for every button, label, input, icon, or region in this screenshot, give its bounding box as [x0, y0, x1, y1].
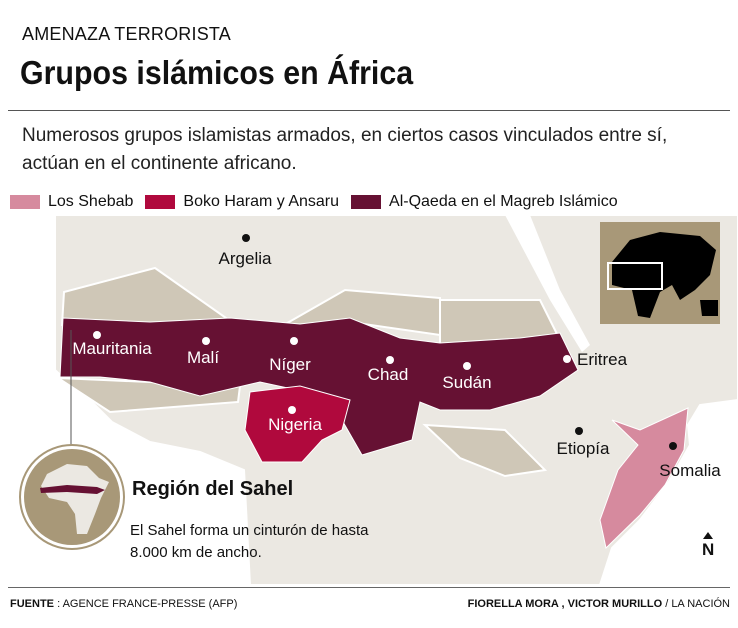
legend-item-boko-haram: Boko Haram y Ansaru: [145, 193, 339, 211]
kicker: AMENAZA TERRORISTA: [22, 24, 231, 44]
label-mauritania: Mauritania: [72, 339, 152, 358]
divider: [8, 110, 730, 111]
legend-label: Los Shebab: [48, 193, 134, 210]
region-boko-haram-nigeria: [244, 385, 351, 463]
authors: FIORELLA MORA , VICTOR MURILLO: [467, 598, 663, 610]
legend-item-aqim: Al-Qaeda en el Magreb Islámico: [351, 193, 618, 211]
red-sea: [505, 215, 590, 352]
legend-swatch: [145, 195, 176, 209]
page-title: Grupos islámicos en África: [20, 54, 414, 91]
city-dot: [288, 406, 296, 414]
outlet: / LA NACIÓN: [665, 598, 730, 610]
place-markers: Argelia Mauritania Malí Níger Chad Sudán…: [72, 234, 721, 480]
label-niger: Níger: [269, 355, 311, 374]
sahel-description: El Sahel forma un cinturón de hasta 8.00…: [130, 522, 369, 561]
city-dot: [386, 356, 394, 364]
source-label: FUENTE: [10, 598, 54, 610]
legend-label: Al-Qaeda en el Magreb Islámico: [389, 193, 618, 210]
region-shebab-somalia: [599, 407, 689, 549]
legend-swatch: [10, 195, 40, 209]
label-sudan: Sudán: [442, 373, 491, 392]
city-dot: [290, 337, 298, 345]
divider: [8, 587, 730, 588]
city-dot: [242, 234, 250, 242]
sahel-title: Región del Sahel: [132, 478, 294, 500]
region-aqim: [59, 317, 579, 456]
legend: Los Shebab Boko Haram y Ansaru Al-Qaeda …: [10, 193, 618, 211]
locator-inset: [600, 222, 720, 324]
label-mali: Malí: [187, 348, 219, 367]
arrow-up-icon: [703, 532, 714, 539]
footer-credits: FIORELLA MORA , VICTOR MURILLO / LA NACI…: [468, 598, 730, 610]
legend-label: Boko Haram y Ansaru: [183, 193, 340, 210]
city-dot: [93, 331, 101, 339]
world-landmass: [612, 232, 718, 318]
label-nigeria: Nigeria: [268, 415, 322, 434]
sahel-belt: [40, 485, 105, 494]
legend-swatch: [351, 195, 382, 209]
sahel-locator-circle: [19, 444, 125, 550]
city-dot: [202, 337, 210, 345]
label-somalia: Somalia: [659, 461, 721, 480]
label-argelia: Argelia: [219, 249, 272, 268]
label-eritrea: Eritrea: [577, 350, 628, 369]
country-south-sudan: [422, 423, 548, 478]
city-dot: [463, 362, 471, 370]
label-chad: Chad: [368, 365, 409, 384]
north-label: N: [702, 540, 715, 559]
north-arrow: N: [702, 532, 714, 560]
africa-silhouette: [41, 464, 109, 534]
subtitle: Numerosos grupos islamistas armados, en …: [22, 125, 668, 174]
legend-item-shebab: Los Shebab: [10, 193, 133, 211]
city-dot: [669, 442, 677, 450]
inset-highlight-box: [607, 262, 663, 290]
africa-map: Argelia Mauritania Malí Níger Chad Sudán…: [54, 215, 738, 586]
label-etiopia: Etiopía: [557, 439, 610, 458]
city-dot: [575, 427, 583, 435]
source-text: : AGENCE FRANCE-PRESSE (AFP): [57, 598, 238, 610]
city-dot: [563, 355, 571, 363]
footer-source: FUENTE : AGENCE FRANCE-PRESSE (AFP): [10, 598, 237, 610]
